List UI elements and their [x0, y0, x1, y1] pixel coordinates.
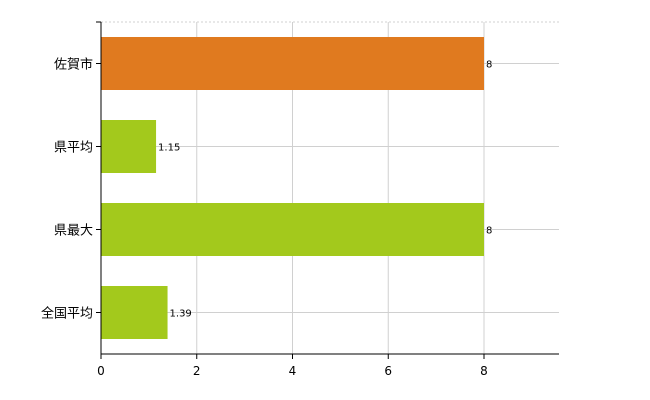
data-label-0: 8	[486, 60, 492, 71]
category-label-2: 県最大	[54, 224, 93, 239]
x-tick-label-3: 6	[384, 364, 392, 378]
data-label-2: 8	[486, 226, 492, 237]
x-tick-label-2: 4	[289, 364, 297, 378]
data-label-3: 1.39	[170, 309, 192, 320]
bar-3	[101, 286, 168, 339]
x-tick-label-1: 2	[193, 364, 201, 378]
bar-0	[101, 37, 484, 90]
bar-1	[101, 120, 157, 173]
bar-2	[101, 203, 484, 256]
x-tick-label-4: 8	[480, 364, 488, 378]
category-label-3: 全国平均	[41, 306, 93, 322]
category-label-0: 佐賀市	[54, 57, 93, 73]
category-label-1: 県平均	[54, 141, 93, 156]
axes	[96, 21, 559, 359]
data-label-1: 1.15	[158, 143, 180, 154]
x-tick-label-0: 0	[97, 364, 105, 378]
bars	[101, 37, 484, 339]
